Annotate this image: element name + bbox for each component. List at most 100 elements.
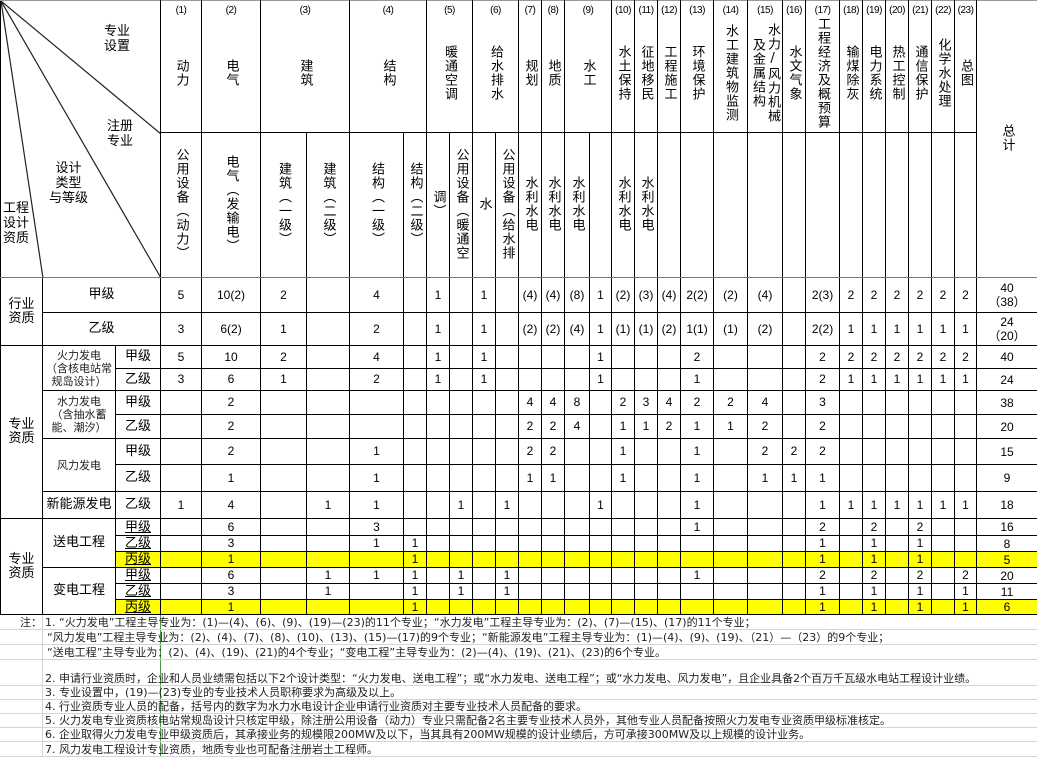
specialty-header-12: (12)工程施工 <box>658 1 681 133</box>
specialty-header-14: (14)水工建筑物监测 <box>714 1 748 133</box>
specialty-number: (15) <box>748 5 782 17</box>
note-line: “送电工程”主导专业为：(2)、(4)、(19)、(21)的4个专业；“变电工程… <box>0 645 1037 660</box>
value-cell: (2) <box>714 278 748 313</box>
specialty-name: 水工建筑物监测 <box>723 17 738 129</box>
registered-specialty-header: 水利水电 <box>635 133 658 278</box>
value-cell <box>886 536 909 552</box>
value-cell <box>748 600 783 615</box>
value-cell <box>542 519 565 536</box>
value-cell: 2 <box>202 415 261 439</box>
value-cell: 3 <box>202 584 261 600</box>
value-cell: 1 <box>909 369 932 391</box>
value-cell: 2 <box>261 346 307 369</box>
value-cell <box>307 278 350 313</box>
grade-label: 甲级 <box>116 391 161 415</box>
value-cell <box>840 465 863 492</box>
specialty-name: 环境保护 <box>690 17 705 129</box>
value-cell: 1 <box>955 600 977 615</box>
value-cell <box>955 439 977 465</box>
total-cell: 40 <box>977 346 1037 369</box>
value-cell <box>261 465 307 492</box>
registered-specialty-header <box>932 133 955 278</box>
total-cell: 18 <box>977 492 1037 519</box>
value-cell <box>932 391 955 415</box>
value-cell: 3 <box>806 391 840 415</box>
value-cell: 5 <box>161 346 202 369</box>
value-cell <box>748 584 783 600</box>
value-cell <box>161 415 202 439</box>
registered-specialty-header: 水利水电 <box>519 133 542 278</box>
value-cell <box>404 391 427 415</box>
value-cell: 1 <box>863 552 886 568</box>
value-cell <box>863 415 886 439</box>
note-text: 5. 火力发电专业资质核电站常规岛设计只核定甲级，除注册公用设备（动力）专业只需… <box>45 715 891 727</box>
value-cell: 1 <box>202 465 261 492</box>
value-cell <box>783 552 806 568</box>
value-cell <box>542 536 565 552</box>
value-cell: 2 <box>519 439 542 465</box>
value-cell: (2) <box>748 313 783 346</box>
value-cell <box>932 465 955 492</box>
note-line: 7. 风力发电工程设计专业资质，地质专业也可配备注册岩土工程师。 <box>0 742 1037 757</box>
header-corner: 专业 设置注册 专业设计 类型 与等级工程 设计 资质 <box>1 1 161 278</box>
value-cell <box>886 584 909 600</box>
value-cell <box>681 552 714 568</box>
value-cell <box>955 536 977 552</box>
specialty-header-23: (23)总图 <box>955 1 977 133</box>
total-cell: 16 <box>977 519 1037 536</box>
value-cell <box>840 415 863 439</box>
grade-label: 乙级 <box>116 415 161 439</box>
note-text: “风力发电”工程主导专业为：(2)、(4)、(7)、(8)、(10)、(13)、… <box>47 632 889 644</box>
value-cell <box>840 439 863 465</box>
value-cell: 2 <box>909 346 932 369</box>
specialty-name: 建筑 <box>298 17 313 129</box>
value-cell: 2 <box>863 278 886 313</box>
specialty-name: 工程施工 <box>662 17 677 129</box>
value-cell: (4) <box>658 278 681 313</box>
specialty-number: (9) <box>565 5 611 17</box>
value-cell <box>307 313 350 346</box>
value-cell <box>496 369 519 391</box>
value-cell: 2 <box>261 278 307 313</box>
value-cell: 1 <box>404 552 427 568</box>
value-cell: 1 <box>863 600 886 615</box>
value-cell: 1 <box>519 465 542 492</box>
value-cell <box>307 391 350 415</box>
specialty-header-21: (21)通信保护 <box>909 1 932 133</box>
value-cell <box>473 391 496 415</box>
value-cell <box>450 536 473 552</box>
value-cell <box>261 439 307 465</box>
specialty-number: (16) <box>783 5 805 17</box>
value-cell <box>519 552 542 568</box>
specialty-name: 给水排水 <box>488 17 503 129</box>
registered-specialty-header <box>806 133 840 278</box>
specialty-header-7: (7)规划 <box>519 1 542 133</box>
value-cell <box>840 600 863 615</box>
value-cell: 1 <box>612 465 635 492</box>
value-cell <box>714 492 748 519</box>
note-text: “送电工程”主导专业为：(2)、(4)、(19)、(21)的4个专业；“变电工程… <box>47 647 666 659</box>
value-cell: 1 <box>350 568 404 584</box>
value-cell: 1 <box>635 415 658 439</box>
value-cell <box>350 552 404 568</box>
registered-specialty-header: 结构（一级） <box>350 133 404 278</box>
value-cell: 1 <box>450 492 473 519</box>
specialty-number: (22) <box>932 5 954 17</box>
value-cell: (8) <box>565 278 590 313</box>
total-cell: 11 <box>977 584 1037 600</box>
value-cell: 2 <box>932 278 955 313</box>
registered-specialty-name: 电气（发输电） <box>224 137 239 271</box>
value-cell: 2 <box>350 369 404 391</box>
value-cell: 8 <box>565 391 590 415</box>
value-cell <box>748 519 783 536</box>
value-cell <box>496 415 519 439</box>
value-cell <box>955 391 977 415</box>
value-cell: 1 <box>473 278 496 313</box>
value-cell <box>714 346 748 369</box>
specialty-name: 动力 <box>174 17 189 129</box>
specialty-number: (10) <box>612 5 634 17</box>
design-type-grade-label: 设计 类型 与等级 <box>49 161 88 206</box>
